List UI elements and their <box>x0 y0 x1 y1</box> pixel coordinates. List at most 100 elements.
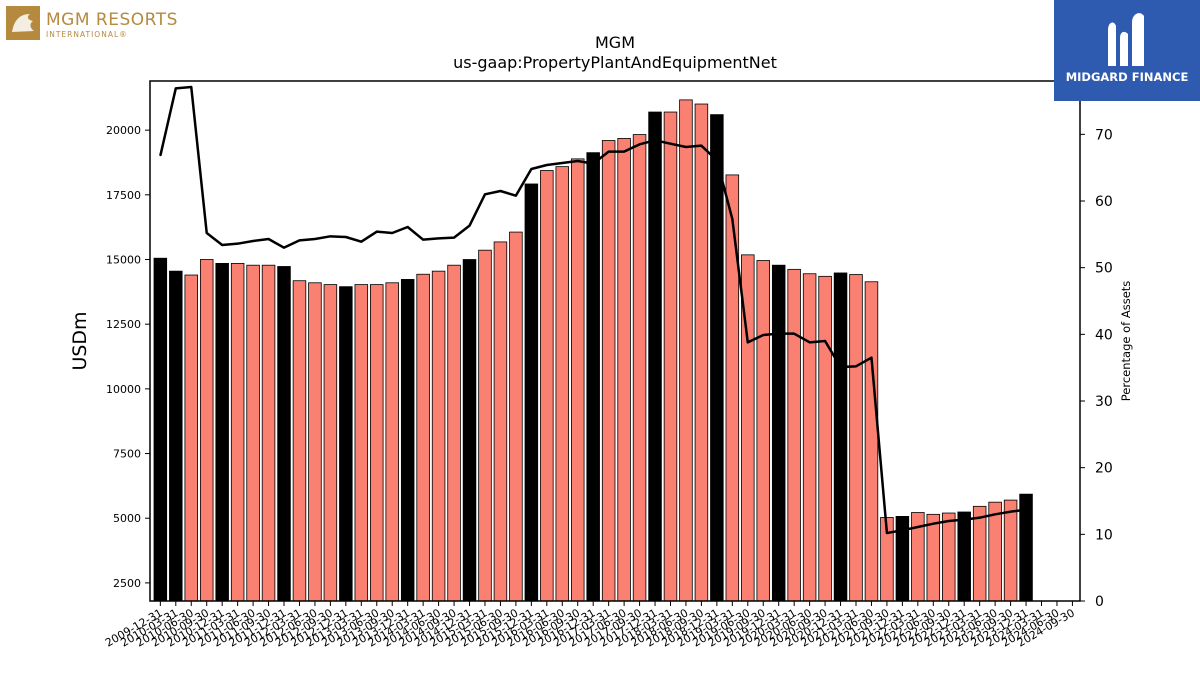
bar <box>601 140 616 602</box>
line-point <box>762 334 764 336</box>
mgm-logo-subtitle: INTERNATIONAL® <box>46 30 128 39</box>
line-point <box>948 520 950 522</box>
line-point <box>237 243 239 245</box>
plot-frame <box>149 80 1081 602</box>
line-point <box>376 231 378 233</box>
bar <box>694 103 709 602</box>
midgard-logo-name: MIDGARD FINANCE <box>1065 70 1189 84</box>
line-point <box>391 232 393 234</box>
y2-tick-label: 40 <box>1095 327 1113 343</box>
line-point <box>716 159 718 161</box>
bar <box>246 264 260 602</box>
bar <box>354 284 369 602</box>
line-point <box>747 341 749 343</box>
y2-axis-label: Percentage of Assets <box>1119 281 1133 402</box>
bar <box>802 273 817 602</box>
y-tick-label: 12500 <box>106 318 141 331</box>
line-point <box>499 190 502 192</box>
line-point <box>329 235 331 237</box>
bar <box>957 511 971 602</box>
bar-series <box>153 99 1033 602</box>
line-point <box>283 247 285 249</box>
line-point <box>917 526 919 528</box>
lion-icon <box>6 6 40 40</box>
y2-tick-label: 70 <box>1095 127 1113 143</box>
bar <box>323 284 338 602</box>
line-point <box>422 239 424 241</box>
x-axis-ticks: 2009-12-312010-03-312010-06-302010-09-30… <box>103 601 1077 650</box>
midgard-mark-icon <box>1108 13 1144 66</box>
y-tick-label: 2500 <box>113 577 141 590</box>
bar <box>261 264 276 602</box>
bar <box>493 241 508 602</box>
line-point <box>700 145 703 147</box>
bar <box>942 512 956 602</box>
line-point <box>1009 511 1012 513</box>
bar <box>199 259 214 602</box>
bar <box>524 183 539 602</box>
y-tick-label: 17500 <box>106 189 141 202</box>
bar <box>787 268 801 602</box>
line-point <box>546 164 548 166</box>
bar <box>277 266 291 602</box>
line-point <box>438 237 440 239</box>
bar <box>632 134 647 602</box>
line-point <box>159 155 161 157</box>
bar <box>431 270 446 602</box>
line-point <box>685 146 687 148</box>
line-point <box>190 86 192 88</box>
line-point <box>839 366 842 368</box>
midgard-finance-logo: MIDGARD FINANCE <box>1054 0 1200 101</box>
bar <box>308 282 322 602</box>
y2-axis-ticks: 0 10 20 30 40 50 60 70 <box>1080 127 1113 610</box>
bar <box>555 166 570 602</box>
bar <box>864 281 879 602</box>
bar <box>339 286 353 602</box>
bar <box>153 257 168 602</box>
bar <box>184 274 198 602</box>
line-point <box>577 160 579 162</box>
line-point <box>267 238 270 240</box>
line-point <box>932 523 934 525</box>
bar <box>833 272 848 602</box>
line-point <box>252 240 254 242</box>
chart-subtitle: us-gaap:PropertyPlantAndEquipmentNet <box>453 53 777 72</box>
line-point <box>314 238 316 240</box>
line-point <box>453 237 455 239</box>
bar <box>215 262 229 602</box>
y2-tick-label: 0 <box>1095 594 1104 610</box>
line-point <box>638 143 641 145</box>
line-point <box>561 162 563 164</box>
line-point <box>793 333 795 335</box>
mgm-logo: MGM RESORTS INTERNATIONAL® <box>6 6 196 42</box>
bar <box>478 249 492 602</box>
bar <box>416 273 430 602</box>
bar <box>648 111 662 602</box>
line-point <box>592 163 594 165</box>
line-point <box>407 226 409 228</box>
y2-tick-label: 30 <box>1095 394 1113 410</box>
line-point <box>608 151 610 153</box>
y-tick-label: 20000 <box>106 124 141 137</box>
y-tick-label: 7500 <box>113 448 141 461</box>
bar <box>972 505 987 602</box>
line-point <box>731 218 733 220</box>
bar <box>988 501 1002 602</box>
line-point <box>515 195 517 197</box>
line-point <box>654 139 656 141</box>
bar <box>230 262 245 602</box>
bar <box>663 111 678 602</box>
bar <box>370 284 384 602</box>
line-point <box>530 168 532 170</box>
bar <box>447 264 461 602</box>
line-point <box>484 193 486 195</box>
y-axis-label: USDm <box>69 311 91 370</box>
bar <box>710 114 724 602</box>
bar <box>771 264 786 602</box>
line-point <box>901 529 903 531</box>
chart-title: MGM <box>595 33 635 52</box>
bar <box>462 259 477 602</box>
line-point <box>963 519 965 521</box>
line-point <box>175 87 177 89</box>
